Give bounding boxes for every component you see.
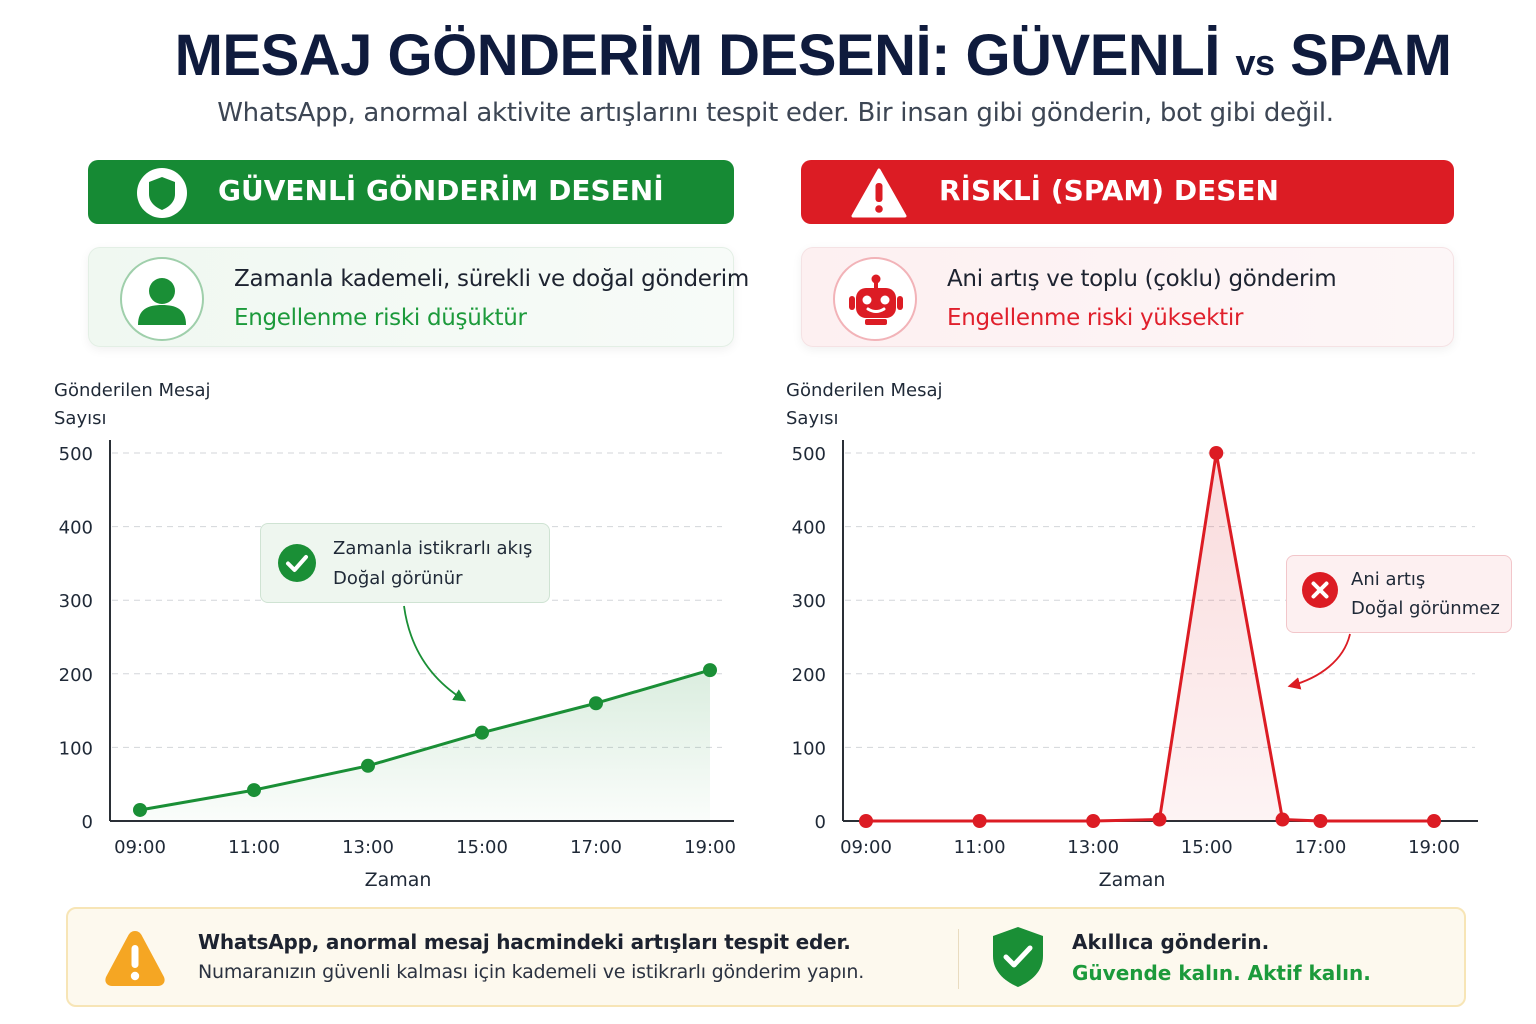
risk-info-line1: Ani artış ve toplu (çoklu) gönderim	[947, 266, 1337, 292]
safe-ytick-label: 200	[59, 665, 93, 686]
risk-data-point	[1152, 812, 1167, 827]
safe-xtick-label: 17:00	[570, 837, 622, 858]
safe-ytick-label: 500	[59, 444, 93, 465]
safe-info-line1: Zamanla kademeli, sürekli ve doğal gönde…	[234, 266, 749, 292]
shield-check-icon	[993, 927, 1043, 987]
risk-callout-arrow	[1287, 633, 1351, 690]
risk-data-point	[859, 814, 873, 828]
safe-callout-line2: Doğal görünür	[333, 568, 463, 589]
safe-callout-line1: Zamanla istikrarlı akış	[333, 538, 533, 559]
risk-info-line2: Engellenme riski yüksektir	[947, 305, 1244, 331]
risk-data-point	[1313, 814, 1328, 828]
risk-banner-label: RİSKLİ (SPAM) DESEN	[939, 174, 1279, 207]
safe-info-card: Zamanla kademeli, sürekli ve doğal gönde…	[88, 247, 749, 347]
page-title: MESAJ GÖNDERİM DESENİ: GÜVENLİ vs SPAM	[0, 22, 1536, 89]
title-main: MESAJ GÖNDERİM DESENİ: GÜVENLİ	[174, 23, 1221, 88]
risk-xtick-label: 17:00	[1294, 837, 1346, 858]
warning-triangle-icon	[851, 168, 907, 218]
risk-xtick-label: 09:00	[840, 837, 892, 858]
footer-line1: WhatsApp, anormal mesaj hacmindeki artış…	[198, 930, 851, 954]
check-circle-icon	[278, 544, 316, 582]
safe-info-line2: Engellenme riski düşüktür	[234, 305, 527, 331]
x-circle-icon	[1302, 572, 1338, 608]
risk-callout-line2: Doğal görünmez	[1351, 598, 1500, 619]
risk-ytick-label: 400	[792, 518, 826, 539]
footer-line2: Numaranızın güvenli kalması için kademel…	[198, 961, 865, 983]
safe-ylabel-line1: Gönderilen Mesaj	[54, 380, 211, 401]
risk-xtick-label: 19:00	[1408, 837, 1460, 858]
safe-series-line	[139, 668, 711, 812]
risk-xtick-label: 13:00	[1067, 837, 1119, 858]
safe-ytick-label: 400	[59, 518, 93, 539]
safe-data-point	[703, 663, 717, 678]
safe-pattern-banner: GÜVENLİ GÖNDERİM DESENİ	[88, 160, 734, 224]
safe-ytick-label: 100	[59, 738, 93, 759]
safe-callout: Zamanla istikrarlı akış Doğal görünür	[260, 523, 550, 603]
safe-data-point	[589, 696, 603, 711]
safe-xlabel: Zaman	[365, 869, 432, 891]
footer-tagline2: Güvende kalın. Aktif kalın.	[1072, 961, 1371, 985]
risk-ytick-label: 100	[792, 738, 826, 759]
risk-ytick-label: 300	[792, 591, 826, 612]
title-vs: vs	[1235, 42, 1275, 83]
safe-ytick-label: 300	[59, 591, 93, 612]
risk-callout-line1: Ani artış	[1351, 569, 1426, 590]
risk-pattern-banner: RİSKLİ (SPAM) DESEN	[801, 160, 1454, 224]
risk-xtick-label: 11:00	[954, 837, 1006, 858]
safe-callout-arrow	[403, 605, 467, 702]
warning-circle-icon	[105, 931, 165, 986]
risk-info-card: Ani artış ve toplu (çoklu) gönderim Enge…	[801, 247, 1454, 347]
footer-notice: WhatsApp, anormal mesaj hacmindeki artış…	[66, 907, 1466, 1007]
risk-ytick-label: 0	[815, 812, 826, 833]
safe-xtick-label: 15:00	[456, 837, 508, 858]
risk-data-point	[1427, 814, 1441, 828]
risk-xlabel: Zaman	[1099, 869, 1166, 891]
safe-xtick-label: 11:00	[228, 837, 280, 858]
safe-banner-label: GÜVENLİ GÖNDERİM DESENİ	[218, 174, 664, 207]
risk-data-point	[1209, 446, 1224, 460]
risk-data-point	[972, 814, 987, 828]
risk-data-point	[1086, 814, 1101, 828]
safe-series-area	[140, 670, 710, 821]
safe-ylabel-line2: Sayısı	[54, 408, 107, 429]
risk-ytick-label: 200	[792, 665, 826, 686]
safe-data-point	[361, 758, 375, 773]
risk-ylabel-line1: Gönderilen Mesaj	[786, 380, 943, 401]
safe-xtick-label: 19:00	[684, 837, 736, 858]
risk-callout: Ani artış Doğal görünmez	[1286, 555, 1512, 633]
risk-xtick-label: 15:00	[1181, 837, 1233, 858]
robot-icon	[833, 257, 917, 341]
risk-data-point	[1275, 812, 1290, 827]
risk-ytick-label: 500	[792, 444, 826, 465]
safe-data-point	[247, 783, 261, 798]
footer-tagline1: Akıllıca gönderin.	[1072, 930, 1270, 954]
page-subtitle: WhatsApp, anormal aktivite artışlarını t…	[217, 98, 1334, 128]
shield-icon	[137, 168, 187, 218]
footer-divider	[958, 929, 959, 989]
title-end: SPAM	[1290, 23, 1452, 88]
safe-xtick-label: 13:00	[342, 837, 394, 858]
safe-data-point	[475, 725, 489, 740]
person-icon	[120, 257, 204, 341]
safe-data-point	[133, 802, 147, 817]
risk-ylabel-line2: Sayısı	[786, 408, 839, 429]
safe-ytick-label: 0	[82, 812, 93, 833]
safe-xtick-label: 09:00	[114, 837, 166, 858]
